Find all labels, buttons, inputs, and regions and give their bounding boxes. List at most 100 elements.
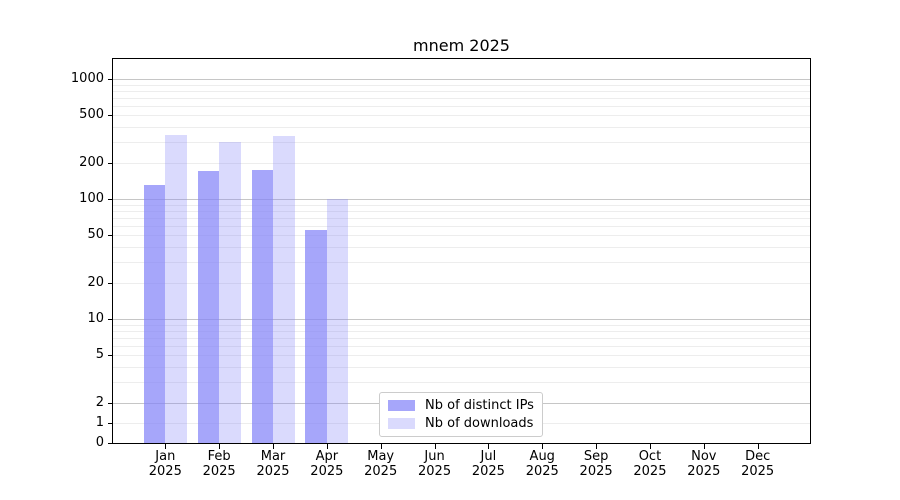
x-tick-label-month: Oct bbox=[638, 449, 662, 464]
x-tick-label-year: 2025 bbox=[202, 464, 236, 479]
y-tick-label: 50 bbox=[87, 227, 104, 243]
minor-gridline bbox=[113, 90, 810, 92]
minor-gridline bbox=[113, 246, 810, 248]
minor-gridline bbox=[113, 324, 810, 326]
minor-gridline bbox=[113, 105, 810, 107]
minor-gridline bbox=[113, 381, 810, 383]
y-tick-label: 0 bbox=[95, 435, 104, 450]
x-tick-label: Aug 2025 bbox=[510, 449, 574, 479]
bar-distinct-ips bbox=[305, 230, 327, 443]
y-tick-label: 200 bbox=[79, 155, 104, 170]
y-tick-label: 1000 bbox=[70, 71, 104, 87]
y-tick-mark bbox=[108, 423, 113, 424]
y-tick-label: 5 bbox=[95, 347, 104, 363]
x-tick-label-month: Jul bbox=[480, 449, 497, 464]
x-tick-mark bbox=[380, 444, 382, 449]
x-tick-label-month: May bbox=[367, 449, 395, 464]
y-tick-label: 10 bbox=[87, 311, 104, 327]
x-tick-mark bbox=[757, 444, 759, 449]
x-tick-label-month: Feb bbox=[207, 449, 231, 464]
minor-gridline bbox=[113, 163, 810, 164]
x-tick-label: Dec 2025 bbox=[726, 449, 790, 479]
x-tick-mark bbox=[165, 444, 167, 449]
x-tick-label-year: 2025 bbox=[471, 464, 505, 479]
legend-swatch-icon bbox=[388, 418, 415, 429]
y-tick-label: 100 bbox=[79, 191, 104, 207]
minor-gridline bbox=[113, 141, 810, 143]
minor-gridline bbox=[113, 126, 810, 128]
legend: Nb of distinct IPs Nb of downloads bbox=[379, 392, 543, 437]
minor-gridline bbox=[113, 115, 810, 117]
x-tick-mark bbox=[488, 444, 490, 449]
x-tick-mark bbox=[703, 444, 705, 449]
x-tick-label: Jun 2025 bbox=[403, 449, 467, 479]
minor-gridline bbox=[113, 210, 810, 212]
y-tick-mark bbox=[108, 403, 113, 404]
y-tick-label: 20 bbox=[87, 275, 104, 290]
x-tick-label-month: Apr bbox=[315, 449, 339, 464]
y-tick-mark bbox=[108, 115, 113, 117]
legend-label: Nb of distinct IPs bbox=[425, 398, 534, 413]
minor-gridline bbox=[113, 355, 810, 357]
major-gridline bbox=[113, 79, 810, 81]
x-tick-label-month: Aug bbox=[529, 449, 555, 464]
x-tick-label-month: Sep bbox=[583, 449, 609, 464]
y-tick-mark bbox=[108, 283, 113, 284]
bar-downloads bbox=[219, 141, 241, 443]
x-tick-label-year: 2025 bbox=[579, 464, 613, 479]
x-tick-label-year: 2025 bbox=[148, 464, 182, 479]
plot-area bbox=[113, 59, 810, 443]
bar-distinct-ips bbox=[251, 169, 273, 443]
x-tick-mark bbox=[596, 444, 598, 449]
x-tick-label: Nov 2025 bbox=[672, 449, 736, 479]
x-tick-mark bbox=[649, 444, 651, 449]
x-tick-label-year: 2025 bbox=[741, 464, 775, 479]
bar-downloads bbox=[165, 135, 187, 443]
major-gridline bbox=[113, 199, 810, 201]
minor-gridline bbox=[113, 84, 810, 86]
x-tick-label-year: 2025 bbox=[418, 464, 452, 479]
bar-downloads bbox=[273, 136, 295, 443]
y-tick-mark bbox=[108, 199, 113, 201]
x-tick-mark bbox=[434, 444, 436, 449]
minor-gridline bbox=[113, 235, 810, 237]
x-tick-mark bbox=[219, 444, 221, 449]
x-tick-label-month: Nov bbox=[691, 449, 717, 464]
legend-swatch-icon bbox=[388, 400, 415, 411]
minor-gridline bbox=[113, 283, 810, 284]
y-tick-mark bbox=[108, 79, 113, 81]
x-tick-mark bbox=[326, 444, 328, 449]
bar-distinct-ips bbox=[143, 185, 166, 443]
major-gridline bbox=[113, 319, 810, 321]
y-tick-label: 500 bbox=[79, 107, 104, 123]
y-tick-mark bbox=[108, 355, 113, 357]
chart-title: mnem 2025 bbox=[413, 36, 510, 55]
y-tick-mark bbox=[108, 163, 113, 164]
minor-gridline bbox=[113, 204, 810, 206]
y-tick-mark bbox=[108, 235, 113, 237]
x-tick-label: Oct 2025 bbox=[618, 449, 682, 479]
y-tick-label: 2 bbox=[95, 395, 104, 410]
x-tick-label: Sep 2025 bbox=[564, 449, 628, 479]
minor-gridline bbox=[113, 337, 810, 339]
minor-gridline bbox=[113, 225, 810, 227]
minor-gridline bbox=[113, 261, 810, 263]
x-tick-label-month: Jun bbox=[424, 449, 445, 464]
x-tick-label: Mar 2025 bbox=[241, 449, 305, 479]
x-tick-mark bbox=[542, 444, 544, 449]
x-tick-mark bbox=[273, 444, 274, 449]
legend-label: Nb of downloads bbox=[425, 416, 534, 431]
x-tick-label-year: 2025 bbox=[256, 464, 290, 479]
x-tick-label-month: Dec bbox=[745, 449, 771, 464]
x-tick-label: May 2025 bbox=[349, 449, 413, 479]
y-tick-label: 1 bbox=[95, 415, 104, 430]
minor-gridline bbox=[113, 217, 810, 219]
x-tick-label-year: 2025 bbox=[525, 464, 559, 479]
minor-gridline bbox=[113, 97, 810, 99]
bar-downloads bbox=[326, 199, 349, 443]
x-tick-label-month: Mar bbox=[260, 449, 286, 464]
x-tick-label: Apr 2025 bbox=[295, 449, 359, 479]
legend-item: Nb of downloads bbox=[388, 416, 542, 431]
y-tick-mark bbox=[108, 443, 113, 444]
